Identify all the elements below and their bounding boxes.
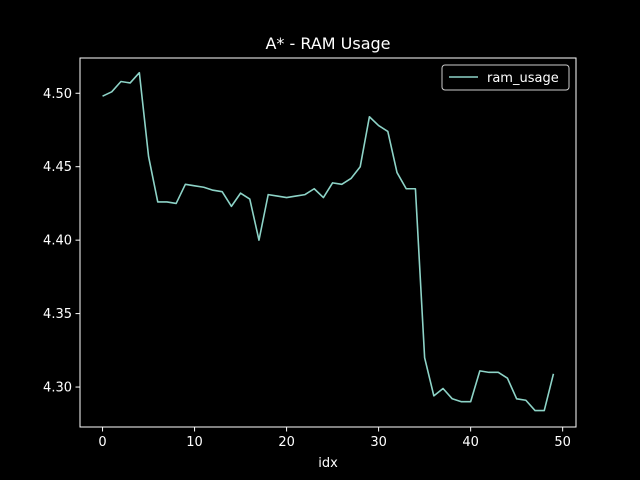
- chart-title: A* - RAM Usage: [265, 34, 390, 53]
- y-tick-label: 4.50: [43, 87, 72, 102]
- x-tick-label: 10: [186, 435, 203, 450]
- x-axis-ticks: 0 10 20 30 40 50: [98, 427, 571, 450]
- plot-frame: [79, 57, 577, 428]
- x-tick-label: 50: [554, 435, 571, 450]
- y-tick-label: 4.30: [43, 381, 72, 396]
- legend-box: [441, 64, 570, 91]
- x-tick-label: 40: [462, 435, 479, 450]
- legend: ram_usage: [441, 64, 570, 91]
- x-tick-label: 20: [278, 435, 295, 450]
- y-tick-label: 4.45: [43, 160, 72, 175]
- y-tick-label: 4.40: [43, 234, 72, 249]
- ram-usage-series-line: [102, 71, 555, 412]
- x-tick-label: 0: [98, 435, 106, 450]
- legend-label-ram-usage: ram_usage: [487, 71, 559, 86]
- x-tick-label: 30: [370, 435, 387, 450]
- y-tick-label: 4.35: [43, 307, 72, 322]
- x-axis-label: idx: [318, 456, 338, 471]
- y-axis-ticks: 4.30 4.35 4.40 4.45 4.50: [43, 87, 80, 396]
